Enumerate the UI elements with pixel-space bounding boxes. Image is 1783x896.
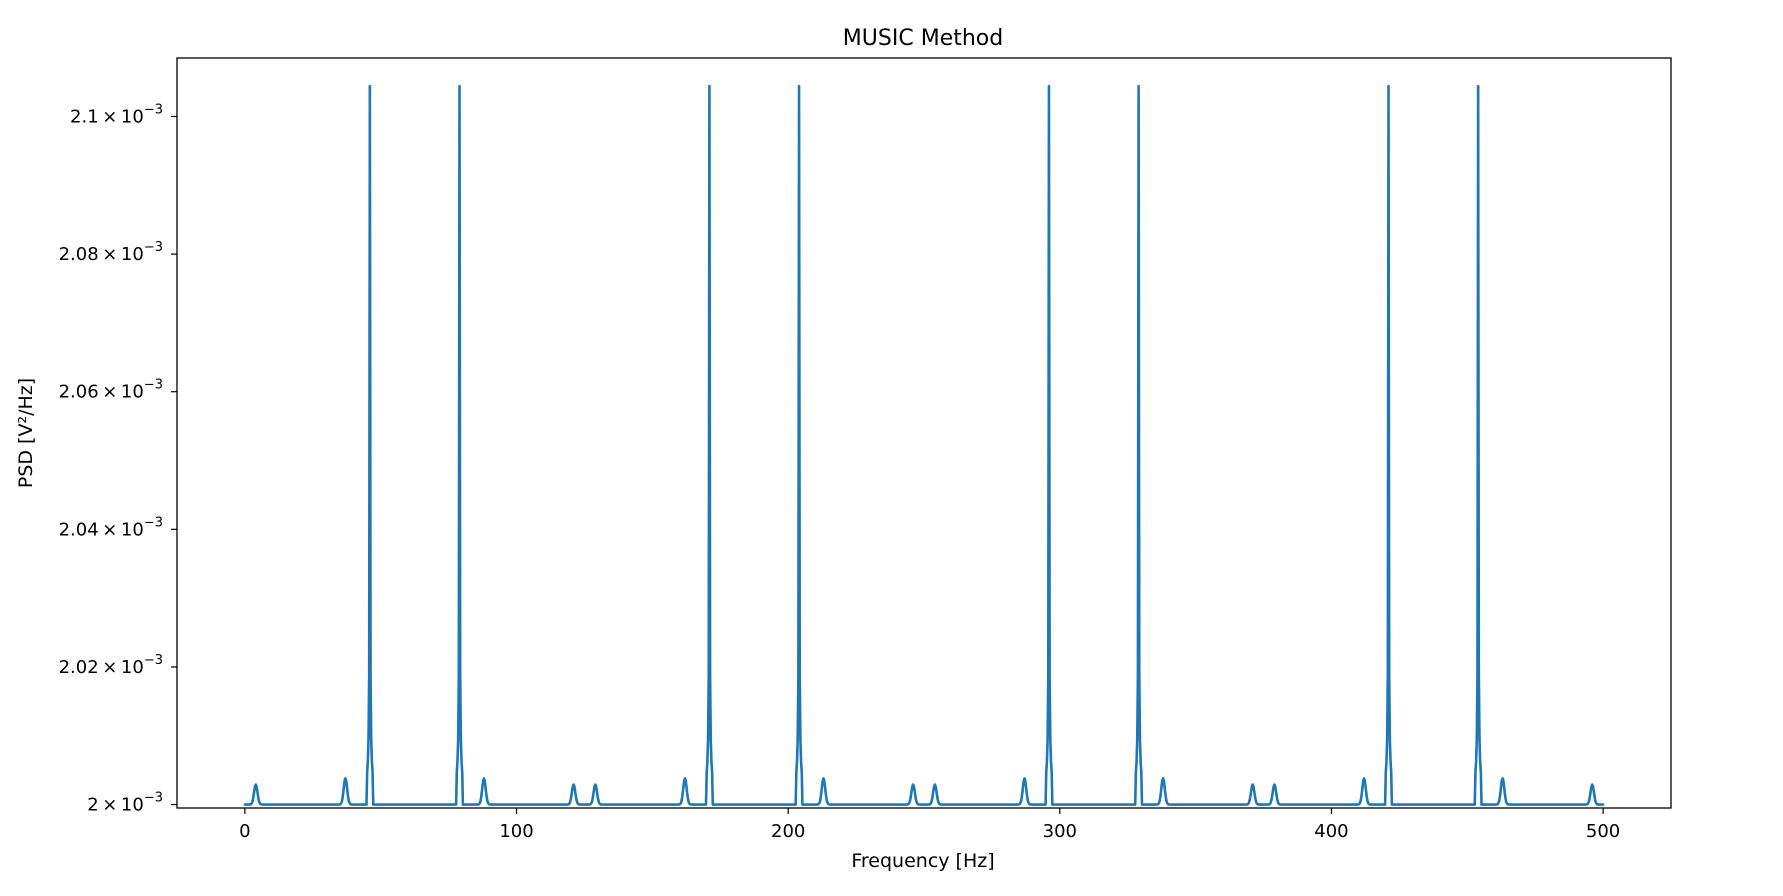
- x-axis: 0 100 200 300 400 500: [239, 808, 1620, 842]
- y-tick-label: 2.08 × 10−3: [59, 240, 163, 265]
- plot-area: [243, 84, 1605, 806]
- y-axis-label: PSD [V²/Hz]: [15, 378, 37, 488]
- x-axis-label: Frequency [Hz]: [851, 850, 994, 872]
- y-tick-label: 2 × 10−3: [87, 791, 163, 816]
- plot-frame: [176, 57, 1672, 809]
- y-tick-label: 2.04 × 10−3: [59, 515, 163, 540]
- series-line-psd: [243, 84, 1605, 806]
- x-tick-label: 200: [771, 821, 805, 842]
- chart-title: MUSIC Method: [843, 26, 1003, 51]
- x-tick-label: 100: [499, 821, 533, 842]
- y-tick-label: 2.1 × 10−3: [70, 102, 163, 127]
- y-axis: 2 × 10−3 2.02 × 10−3 2.04 × 10−3 2.06 × 10−…: [59, 102, 177, 816]
- y-tick-label: 2.02 × 10−3: [59, 653, 163, 678]
- x-tick-label: 400: [1314, 821, 1348, 842]
- y-tick-label: 2.06 × 10−3: [59, 378, 163, 403]
- x-tick-label: 0: [239, 821, 250, 842]
- x-tick-label: 500: [1586, 821, 1620, 842]
- x-tick-label: 300: [1043, 821, 1077, 842]
